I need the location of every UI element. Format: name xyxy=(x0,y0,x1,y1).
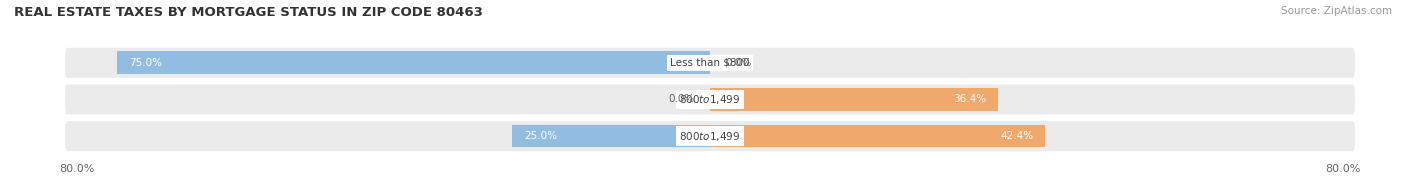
FancyBboxPatch shape xyxy=(65,84,1355,114)
Text: 25.0%: 25.0% xyxy=(524,131,557,141)
FancyBboxPatch shape xyxy=(65,48,1355,78)
Text: $800 to $1,499: $800 to $1,499 xyxy=(679,93,741,106)
Text: 42.4%: 42.4% xyxy=(1001,131,1033,141)
Text: 36.4%: 36.4% xyxy=(953,94,986,105)
Text: 0.0%: 0.0% xyxy=(725,58,752,68)
Text: Source: ZipAtlas.com: Source: ZipAtlas.com xyxy=(1281,6,1392,16)
Bar xyxy=(710,88,998,111)
Text: $800 to $1,499: $800 to $1,499 xyxy=(679,130,741,143)
Bar xyxy=(117,51,710,74)
Text: 0.0%: 0.0% xyxy=(668,94,695,105)
Bar xyxy=(710,125,1046,147)
Text: REAL ESTATE TAXES BY MORTGAGE STATUS IN ZIP CODE 80463: REAL ESTATE TAXES BY MORTGAGE STATUS IN … xyxy=(14,6,482,19)
Text: 75.0%: 75.0% xyxy=(129,58,162,68)
Bar xyxy=(512,125,710,147)
FancyBboxPatch shape xyxy=(65,121,1355,151)
Text: Less than $800: Less than $800 xyxy=(671,58,749,68)
